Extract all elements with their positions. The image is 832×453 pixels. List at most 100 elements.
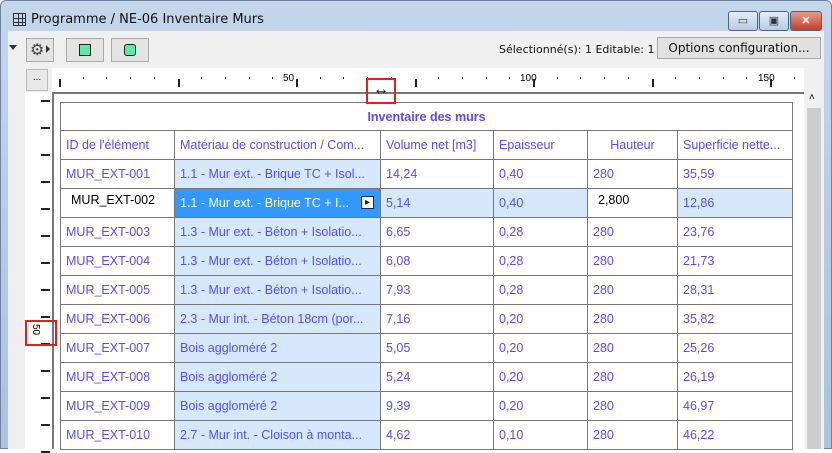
table-cell[interactable]: MUR_EXT-007 [60,333,175,363]
scrollbar-thumb[interactable] [807,108,821,449]
table-cell[interactable]: MUR_EXT-006 [60,304,175,334]
table-cell[interactable]: 9,39 [380,391,494,421]
column-header[interactable]: ID de l'élément [60,130,175,160]
table-cell[interactable]: 5,14 [380,188,494,218]
ruler-tick [41,316,50,318]
table-cell[interactable]: 0,28 [493,217,588,247]
schedule-table: Inventaire des murs ID de l'élément Matér… [60,102,793,450]
table-cell[interactable]: 12,86 [677,188,793,218]
table-cell[interactable]: 280 [587,391,678,421]
table-cell[interactable]: 0,28 [493,246,588,276]
table-cell[interactable]: 23,76 [677,217,793,247]
table-cell[interactable]: 35,59 [677,159,793,189]
ruler-label: 150 [758,73,775,84]
table-cell[interactable]: MUR_EXT-004 [60,246,175,276]
table-cell[interactable]: 280 [587,217,678,247]
settings-button[interactable]: ⚙ [26,38,54,62]
table-cell[interactable]: 0,20 [493,333,588,363]
table-cell[interactable]: MUR_EXT-005 [60,275,175,305]
table-row[interactable]: MUR_EXT-008 Bois aggloméré 2 5,24 0,20 280 26… [60,362,793,392]
table-cell[interactable]: 280 [587,275,678,305]
table-cell[interactable]: 4,62 [380,420,494,450]
table-cell[interactable]: 280 [587,420,678,450]
table-cell[interactable]: 7,93 [380,275,494,305]
table-cell[interactable]: 280 [587,246,678,276]
collapse-arrow-icon[interactable] [9,45,17,50]
table-cell[interactable]: 21,73 [677,246,793,276]
table-cell[interactable]: 7,16 [380,304,494,334]
column-header[interactable]: Matériau de construction / Com... [174,130,381,160]
table-cell[interactable]: 0,20 [493,391,588,421]
table-cell[interactable]: MUR_EXT-010 [60,420,175,450]
maximize-button[interactable]: ▣ [759,11,789,31]
table-cell[interactable]: 0,10 [493,420,588,450]
table-cell[interactable]: 0,40 [493,188,588,218]
column-header[interactable]: Volume net [m3] [380,130,494,160]
table-cell[interactable]: 5,24 [380,362,494,392]
ruler-tick [41,262,50,264]
table-cell[interactable]: 28,31 [677,275,793,305]
cell-text: 0,20 [499,312,524,326]
table-row[interactable]: MUR_EXT-007 Bois aggloméré 2 5,05 0,20 280 25… [60,333,793,363]
minimize-button[interactable]: ▭ [728,11,758,31]
table-cell[interactable]: 6,08 [380,246,494,276]
scroll-up-icon[interactable]: ˄ [809,92,815,103]
table-cell[interactable]: 0,20 [493,304,588,334]
table-cell[interactable]: 280 [587,304,678,334]
table-cell[interactable]: 2,800 [587,188,678,218]
options-configuration-button[interactable]: Options configuration... [657,37,821,59]
table-row[interactable]: MUR_EXT-010 2.7 - Mur int. - Cloison à mo… [60,420,793,450]
close-button[interactable]: ✕ [790,11,822,31]
table-cell[interactable]: 0,28 [493,275,588,305]
table-cell[interactable]: 280 [587,333,678,363]
table-cell[interactable]: 26,19 [677,362,793,392]
table-cell[interactable]: MUR_EXT-003 [60,217,175,247]
table-cell[interactable]: 0,40 [493,159,588,189]
table-cell[interactable]: 6,65 [380,217,494,247]
table-row[interactable]: MUR_EXT-001 1.1 - Mur ext. - Brique TC + … [60,159,793,189]
table-row[interactable]: MUR_EXT-005 1.3 - Mur ext. - Béton + Isol… [60,275,793,305]
table-cell[interactable]: 25,26 [677,333,793,363]
cell-text: Bois aggloméré 2 [180,341,278,355]
select-3d-button[interactable] [111,38,149,62]
table-cell[interactable]: 46,22 [677,420,793,450]
table-cell[interactable]: 2.3 - Mur int. - Béton 18cm (por... [174,304,381,334]
material-picker-icon[interactable]: ▸ [361,196,374,209]
table-cell[interactable]: 1.1 - Mur ext. - Brique TC + I... ▸ [174,188,381,218]
table-cell[interactable]: Bois aggloméré 2 [174,391,381,421]
ruler-tick [41,127,50,129]
table-row[interactable]: MUR_EXT-003 1.3 - Mur ext. - Béton + Isol… [60,217,793,247]
column-header[interactable]: Hauteur [587,130,678,160]
table-cell[interactable]: 1.3 - Mur ext. - Béton + Isolatio... [174,246,381,276]
table-cell[interactable]: 280 [587,362,678,392]
cell-text: 14,24 [386,167,418,181]
column-header[interactable]: Superficie nette... [677,130,793,160]
table-cell[interactable]: 46,97 [677,391,793,421]
select-element-button[interactable] [66,38,104,62]
table-cell[interactable]: 5,05 [380,333,494,363]
table-cell[interactable]: MUR_EXT-001 [60,159,175,189]
more-button[interactable]: ... [26,69,48,91]
table-cell[interactable]: 1.3 - Mur ext. - Béton + Isolatio... [174,217,381,247]
ruler-tick [153,77,155,79]
column-header[interactable]: Epaisseur [493,130,588,160]
table-row[interactable]: MUR_EXT-002 1.1 - Mur ext. - Brique TC + … [60,188,793,218]
table-cell[interactable]: 2.7 - Mur int. - Cloison à monta... [174,420,381,450]
table-cell[interactable]: Bois aggloméré 2 [174,362,381,392]
table-cell[interactable]: Bois aggloméré 2 [174,333,381,363]
table-cell[interactable]: MUR_EXT-009 [60,391,175,421]
cell-text: 35,59 [683,167,715,181]
table-cell[interactable]: MUR_EXT-002 [60,188,175,218]
table-row[interactable]: MUR_EXT-009 Bois aggloméré 2 9,39 0,20 280 46… [60,391,793,421]
table-cell[interactable]: 1.1 - Mur ext. - Brique TC + Isol... [174,159,381,189]
table-cell[interactable]: 14,24 [380,159,494,189]
table-cell[interactable]: MUR_EXT-008 [60,362,175,392]
table-cell[interactable]: 35,82 [677,304,793,334]
table-cell[interactable]: 0,20 [493,362,588,392]
table-row[interactable]: MUR_EXT-004 1.3 - Mur ext. - Béton + Isol… [60,246,793,276]
cell-text: 0,28 [499,254,524,268]
table-row[interactable]: MUR_EXT-006 2.3 - Mur int. - Béton 18cm (… [60,304,793,334]
highlight-box: ↔ [366,78,396,104]
table-cell[interactable]: 280 [587,159,678,189]
table-cell[interactable]: 1.3 - Mur ext. - Béton + Isolatio... [174,275,381,305]
